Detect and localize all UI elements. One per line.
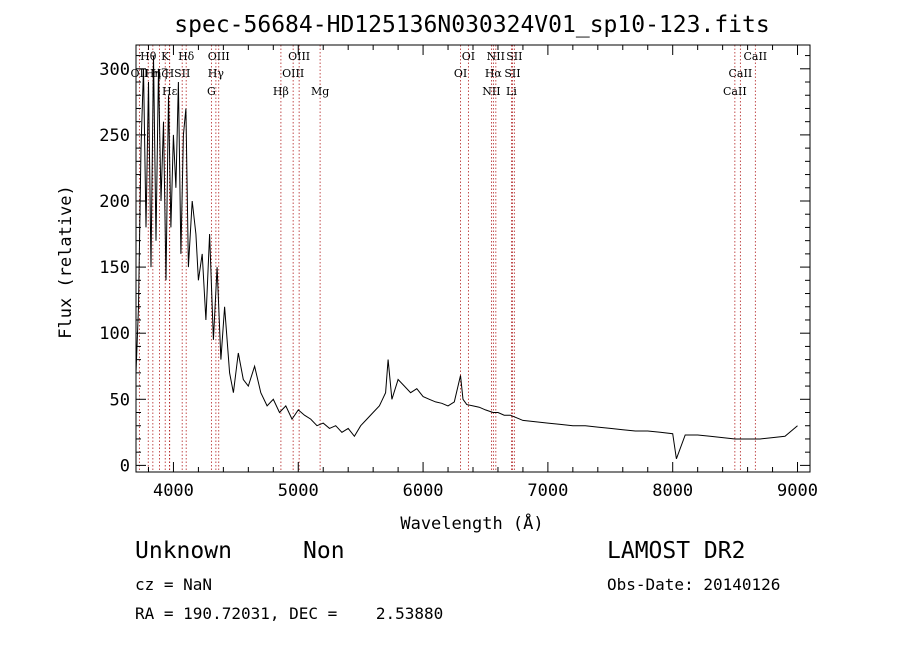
spectral-line-label: Hε [162, 85, 178, 98]
spectral-line-label: OIII [288, 50, 310, 63]
y-tick-label: 250 [99, 126, 130, 146]
spectral-line-label: CaII [729, 67, 753, 80]
spectral-line-markers [138, 45, 756, 472]
spectral-line-label: K [161, 50, 170, 63]
plot-frame [135, 44, 811, 473]
spectral-line-label: G [207, 85, 216, 98]
survey-name: LAMOST DR2 [607, 538, 746, 564]
spectral-line-label: Mg [311, 85, 329, 98]
spectral-line-label: H [165, 67, 175, 80]
y-axis-ticks: 0 50 100 150 200 250 300 [99, 55, 810, 476]
x-tick-label: 5000 [278, 481, 319, 501]
spectral-line-label: SII [504, 67, 520, 80]
y-tick-label: 200 [99, 192, 130, 212]
y-axis-label: Flux (relative) [56, 185, 76, 339]
spectral-line-label: CaII [723, 85, 747, 98]
x-axis-ticks: 4000 5000 6000 7000 8000 9000 [147, 45, 818, 501]
spectral-line-label: NII [487, 50, 505, 63]
spectral-line-label: CaII [743, 50, 767, 63]
y-tick-label: 300 [99, 60, 130, 80]
ra-dec-coordinates: RA = 190.72031, DEC = 2.53880 [135, 604, 444, 623]
object-class: Unknown [135, 538, 232, 564]
x-tick-label: 7000 [527, 481, 568, 501]
observation-date: Obs-Date: 20140126 [607, 575, 781, 594]
object-subclass: Non [303, 538, 345, 564]
spectral-line-label: Hα [485, 67, 503, 80]
chart-title: spec-56684-HD125136N030324V01_sp10-123.f… [174, 12, 769, 38]
spectral-line-label: NII [482, 85, 500, 98]
spectral-line-label: OI [454, 67, 467, 80]
redshift-cz: cz = NaN [135, 575, 213, 594]
spectral-line-label: Hβ [273, 85, 289, 98]
spectral-line-label: Hζ [152, 67, 168, 80]
x-axis-label: Wavelength (Å) [400, 512, 543, 534]
spectral-line-label: OIII [208, 50, 230, 63]
y-tick-label: 100 [99, 324, 130, 344]
x-tick-label: 4000 [153, 481, 194, 501]
spectral-line-label: Hδ [178, 50, 195, 63]
y-tick-label: 0 [120, 456, 130, 476]
spectrum-series-line [135, 55, 798, 459]
spectral-line-label: SII [506, 50, 522, 63]
y-tick-label: 150 [99, 258, 130, 278]
x-tick-label: 9000 [777, 481, 818, 501]
spectral-line-label: Hγ [208, 67, 225, 80]
x-tick-label: 6000 [403, 481, 444, 501]
spectral-line-label: Hθ [140, 50, 157, 63]
spectral-line-label: OIII [282, 67, 304, 80]
spectral-line-label: SII [174, 67, 190, 80]
y-tick-label: 50 [110, 390, 130, 410]
x-tick-label: 8000 [652, 481, 693, 501]
spectral-line-label: OI [462, 50, 475, 63]
spectral-line-labels: OIIHθHηHζKHHεSIIHδGHγOIIIHβOIIIOIIIMgOIO… [131, 50, 768, 98]
spectral-line-label: Li [506, 85, 517, 98]
